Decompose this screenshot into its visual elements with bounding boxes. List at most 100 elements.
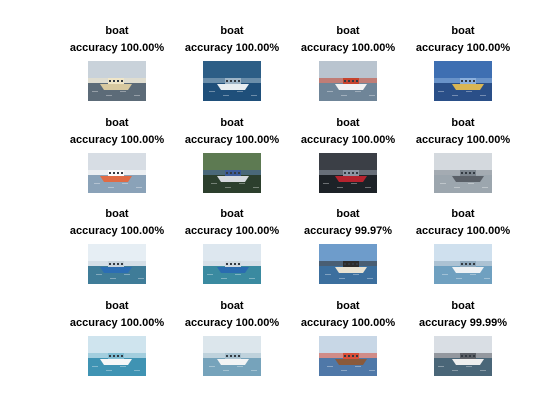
thumbnail-image — [434, 244, 492, 284]
accuracy-label: accuracy 100.00% — [184, 42, 280, 54]
predicted-class-label: boat — [220, 25, 244, 37]
thumbnail-graphic — [434, 61, 492, 101]
thumbnail-sky — [88, 153, 146, 175]
accuracy-label: accuracy 100.00% — [69, 42, 165, 54]
predicted-class-label: boat — [451, 117, 475, 129]
thumbnail-wave — [209, 366, 215, 367]
thumbnail-boat-window — [238, 80, 240, 82]
thumbnail-wave — [442, 274, 448, 275]
thumbnail-wave — [92, 366, 98, 367]
thumbnail-wave — [207, 274, 213, 275]
thumbnail-boat-window — [121, 172, 123, 174]
thumbnail-image — [434, 61, 492, 101]
thumbnail-graphic — [434, 153, 492, 193]
thumbnail-wave — [94, 183, 100, 184]
prediction-tile: boat accuracy 100.00% — [177, 23, 287, 101]
thumbnail-boat-window — [121, 355, 123, 357]
prediction-tile: boat accuracy 100.00% — [293, 298, 403, 376]
thumbnail-wave — [337, 187, 343, 188]
thumbnail-wave — [223, 95, 229, 96]
predicted-class-label: boat — [105, 208, 129, 220]
thumbnail-boat-window — [121, 80, 123, 82]
predicted-class-label: boat — [336, 25, 360, 37]
thumbnail-wave — [120, 91, 126, 92]
thumbnail-boat-cabin — [225, 78, 241, 84]
thumbnail-boat-hull — [100, 176, 132, 182]
thumbnail-boat-window — [473, 172, 475, 174]
thumbnail-boat-window — [356, 172, 358, 174]
thumbnail-boat-cabin — [225, 353, 241, 359]
thumbnail-wave — [369, 95, 375, 96]
thumbnail-boat-window — [121, 263, 123, 265]
accuracy-label: accuracy 100.00% — [415, 225, 511, 237]
thumbnail-sky — [88, 336, 146, 358]
thumbnail-sky — [88, 244, 146, 266]
thumbnail-boat-window — [348, 263, 350, 265]
thumbnail-graphic — [319, 153, 377, 193]
prediction-tile: boat accuracy 100.00% — [293, 115, 403, 193]
thumbnail-wave — [480, 370, 486, 371]
accuracy-label: accuracy 100.00% — [300, 317, 396, 329]
thumbnail-wave — [325, 274, 331, 275]
thumbnail-boat-hull — [452, 359, 484, 365]
thumbnail-sky — [203, 153, 261, 175]
thumbnail-boat-window — [469, 80, 471, 82]
thumbnail-wave — [355, 366, 361, 367]
prediction-tile: boat accuracy 100.00% — [177, 115, 287, 193]
thumbnail-boat-cabin — [343, 353, 359, 359]
thumbnail-sky — [319, 336, 377, 358]
predicted-class-label: boat — [336, 208, 360, 220]
thumbnail-boat-cabin — [460, 261, 476, 267]
thumbnail-image — [203, 153, 261, 193]
thumbnail-wave — [225, 187, 231, 188]
thumbnail-boat-window — [461, 172, 463, 174]
thumbnail-image — [319, 336, 377, 376]
thumbnail-boat-window — [465, 172, 467, 174]
thumbnail-boat-hull — [100, 84, 132, 90]
thumbnail-boat-window — [465, 355, 467, 357]
prediction-tile: boat accuracy 100.00% — [408, 206, 518, 284]
thumbnail-boat-hull — [217, 176, 249, 182]
thumbnail-boat-hull — [452, 84, 484, 90]
predicted-class-label: boat — [220, 117, 244, 129]
thumbnail-image — [88, 153, 146, 193]
thumbnail-wave — [134, 370, 140, 371]
thumbnail-wave — [251, 370, 257, 371]
thumbnail-boat-window — [465, 263, 467, 265]
accuracy-label: accuracy 100.00% — [415, 134, 511, 146]
thumbnail-boat-window — [109, 172, 111, 174]
thumbnail-graphic — [203, 336, 261, 376]
thumbnail-boat-window — [473, 80, 475, 82]
thumbnail-boat-window — [117, 80, 119, 82]
thumbnail-image — [203, 244, 261, 284]
thumbnail-image — [319, 244, 377, 284]
thumbnail-wave — [365, 187, 371, 188]
thumbnail-sky — [434, 61, 492, 83]
thumbnail-wave — [452, 370, 458, 371]
thumbnail-sky — [203, 61, 261, 83]
thumbnail-boat-window — [234, 355, 236, 357]
thumbnail-image — [88, 61, 146, 101]
accuracy-label: accuracy 100.00% — [69, 134, 165, 146]
thumbnail-image — [319, 153, 377, 193]
thumbnail-boat-window — [473, 355, 475, 357]
thumbnail-boat-hull — [335, 84, 367, 90]
thumbnail-graphic — [203, 153, 261, 193]
thumbnail-wave — [108, 187, 114, 188]
thumbnail-boat-hull — [217, 359, 249, 365]
thumbnail-boat-window — [234, 263, 236, 265]
thumbnail-wave — [235, 274, 241, 275]
prediction-tile: boat accuracy 100.00% — [177, 206, 287, 284]
thumbnail-boat-window — [117, 355, 119, 357]
thumbnail-boat-window — [348, 80, 350, 82]
thumbnail-image — [203, 336, 261, 376]
thumbnail-boat-window — [238, 263, 240, 265]
thumbnail-wave — [480, 95, 486, 96]
thumbnail-graphic — [319, 61, 377, 101]
thumbnail-image — [319, 61, 377, 101]
thumbnail-wave — [134, 95, 140, 96]
thumbnail-boat-window — [113, 263, 115, 265]
thumbnail-wave — [438, 366, 444, 367]
thumbnail-sky — [88, 61, 146, 83]
